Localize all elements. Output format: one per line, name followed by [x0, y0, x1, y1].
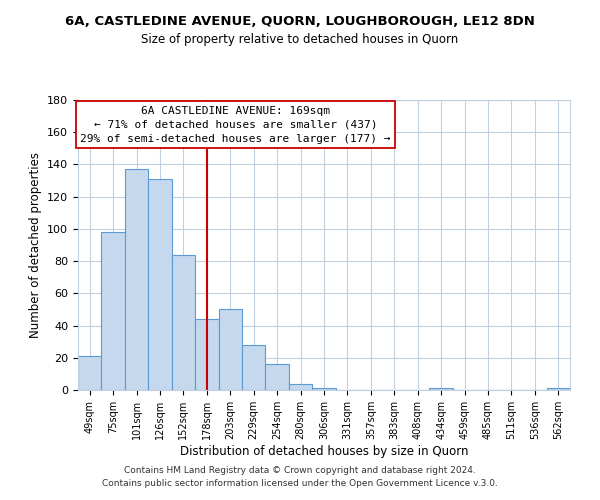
Bar: [547, 388, 570, 390]
Bar: [218, 310, 242, 390]
Bar: [289, 384, 312, 390]
Text: 6A CASTLEDINE AVENUE: 169sqm
← 71% of detached houses are smaller (437)
29% of s: 6A CASTLEDINE AVENUE: 169sqm ← 71% of de…: [80, 106, 391, 144]
Bar: [312, 388, 336, 390]
Bar: [101, 232, 125, 390]
Y-axis label: Number of detached properties: Number of detached properties: [29, 152, 41, 338]
Bar: [172, 254, 195, 390]
Bar: [125, 170, 148, 390]
Bar: [242, 345, 265, 390]
Bar: [148, 179, 172, 390]
Bar: [265, 364, 289, 390]
Text: Contains HM Land Registry data © Crown copyright and database right 2024.
Contai: Contains HM Land Registry data © Crown c…: [102, 466, 498, 487]
Text: Size of property relative to detached houses in Quorn: Size of property relative to detached ho…: [142, 32, 458, 46]
X-axis label: Distribution of detached houses by size in Quorn: Distribution of detached houses by size …: [180, 444, 468, 458]
Bar: [430, 388, 453, 390]
Text: 6A, CASTLEDINE AVENUE, QUORN, LOUGHBOROUGH, LE12 8DN: 6A, CASTLEDINE AVENUE, QUORN, LOUGHBOROU…: [65, 15, 535, 28]
Bar: [78, 356, 101, 390]
Bar: [195, 319, 218, 390]
